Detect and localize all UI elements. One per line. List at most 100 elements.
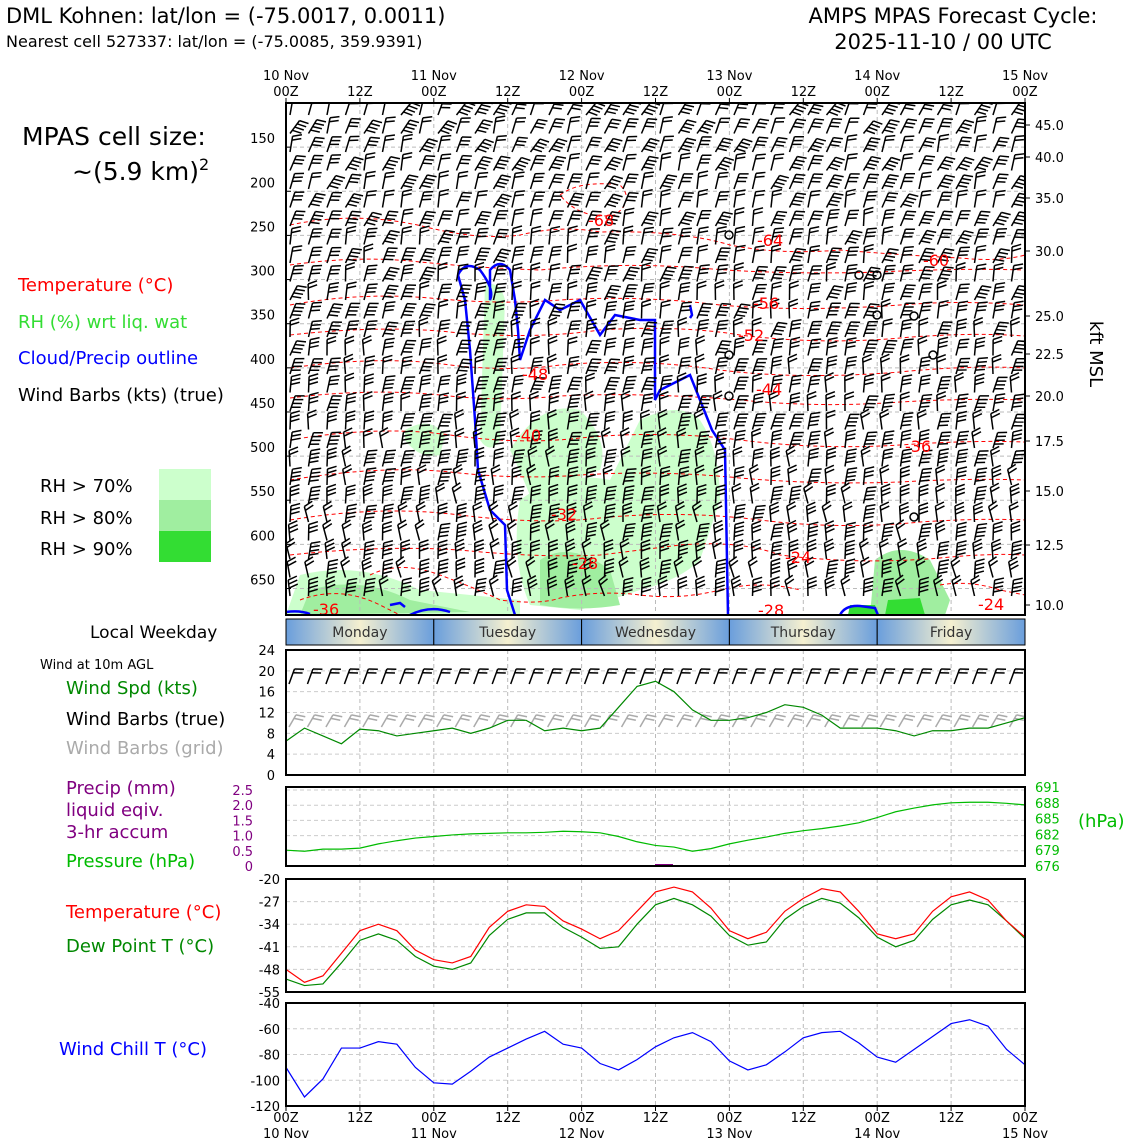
wind-barb xyxy=(547,320,550,338)
wind-barb xyxy=(511,320,521,326)
wind-barb xyxy=(645,162,655,166)
wind-barb xyxy=(830,208,840,212)
wind-barb xyxy=(330,98,339,99)
wind-barb xyxy=(807,546,817,552)
wind-barb xyxy=(288,668,296,685)
wind-barb xyxy=(922,467,933,471)
wind-barb xyxy=(848,236,859,241)
wind-barb xyxy=(479,306,490,309)
wind-barb xyxy=(680,285,690,289)
wind-barb xyxy=(605,497,615,501)
wind-barb xyxy=(342,449,352,456)
wind-barb xyxy=(642,400,653,404)
wind-barb xyxy=(695,575,705,581)
wind-barb xyxy=(366,577,376,581)
wind-barb xyxy=(402,493,413,497)
wind-barb xyxy=(509,432,513,449)
wind-barb xyxy=(989,450,994,467)
wind-barb xyxy=(939,299,949,304)
wind-barb xyxy=(740,141,751,146)
wind-barb xyxy=(484,138,494,144)
wind-barb xyxy=(975,174,986,178)
wind-barb xyxy=(954,376,964,382)
wind-barb xyxy=(414,519,424,526)
wind-barb xyxy=(625,526,635,530)
wind-barb xyxy=(619,543,624,560)
wind-barb xyxy=(771,285,782,289)
wind-barb xyxy=(711,543,717,560)
wind-barb xyxy=(714,173,720,190)
wind-barb xyxy=(751,542,761,548)
wind-barb xyxy=(306,668,314,685)
wind-barb xyxy=(863,588,874,593)
wind-barb xyxy=(512,266,523,271)
wind-barb xyxy=(738,103,749,106)
wind-barb xyxy=(519,100,528,101)
weekday-cell xyxy=(433,618,583,646)
wind-barb xyxy=(794,121,805,125)
windchill-tick-label: -60 xyxy=(259,1023,280,1038)
wind-barb xyxy=(456,381,467,386)
wind-barb xyxy=(964,156,975,161)
wind-barb xyxy=(422,430,432,433)
wind-barb xyxy=(386,98,395,99)
wind-barb xyxy=(480,214,490,218)
wind-barb xyxy=(961,177,972,181)
wind-barb xyxy=(1008,556,1018,563)
wind-barb xyxy=(939,137,949,141)
wind-barb xyxy=(400,413,407,430)
wind-barb xyxy=(384,193,394,197)
wind-barb xyxy=(993,521,1003,526)
wind-barb xyxy=(975,562,985,567)
wind-barb xyxy=(937,571,948,575)
wind-barb xyxy=(307,280,318,285)
wind-barb xyxy=(419,496,430,501)
wind-barb xyxy=(772,429,783,433)
wind-barb xyxy=(589,217,599,221)
wind-barb xyxy=(844,154,849,171)
wind-barb xyxy=(400,391,411,396)
wind-barb xyxy=(955,509,965,515)
wind-barb xyxy=(606,166,617,171)
wind-barb xyxy=(660,303,671,308)
wind-barb xyxy=(428,138,438,143)
wind-barb xyxy=(534,717,544,721)
wind-barb xyxy=(1011,247,1022,252)
wind-barb xyxy=(846,240,857,244)
wind-barb xyxy=(621,390,631,396)
wind-barb xyxy=(926,137,936,141)
wind-barb xyxy=(831,108,841,113)
wind-barb xyxy=(341,559,351,567)
wind-barb xyxy=(940,717,951,721)
wind-barb xyxy=(753,400,763,404)
wind-barb xyxy=(973,265,978,282)
wind-barb xyxy=(657,408,668,415)
wind-barb xyxy=(403,355,413,359)
wind-barb xyxy=(697,442,708,445)
wind-barb xyxy=(833,136,843,140)
wind-barb xyxy=(697,373,707,378)
wind-barb xyxy=(381,117,387,134)
wind-barb xyxy=(679,470,690,474)
wind-barb xyxy=(548,483,559,489)
wind-barb xyxy=(717,221,727,226)
wind-barb xyxy=(788,298,799,304)
wind-barb xyxy=(340,556,349,563)
wind-barb xyxy=(530,321,541,326)
wind-barb xyxy=(661,559,672,563)
wind-barb xyxy=(748,469,754,486)
wind-barb xyxy=(419,588,430,593)
wind-barb xyxy=(606,341,616,345)
wind-barb xyxy=(1013,397,1024,400)
wind-barb xyxy=(860,541,869,549)
wind-barb xyxy=(492,136,499,153)
wind-barb xyxy=(989,504,999,512)
wind-barb xyxy=(873,120,883,125)
wind-barb xyxy=(698,248,708,252)
wind-barb xyxy=(455,583,465,589)
wind-barb xyxy=(478,393,489,397)
wind-barb xyxy=(459,208,470,212)
wind-barb xyxy=(628,270,638,273)
wind-barb xyxy=(289,413,292,430)
wind-barb xyxy=(475,492,486,497)
